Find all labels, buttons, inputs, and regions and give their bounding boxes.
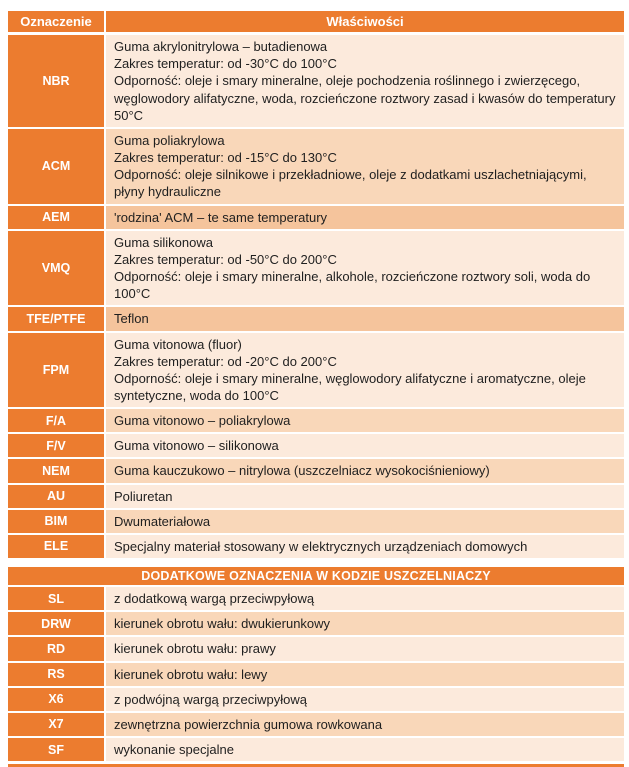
table-row: NEM Guma kauczukowo – nitrylowa (uszczel…	[8, 459, 624, 483]
properties-cell: Guma vitonowo – silikonowa	[106, 434, 624, 458]
code-cell: X6	[8, 687, 104, 711]
additional-codes-section-title: DODATKOWE OZNACZENIA W KODZIE USZCZELNIA…	[8, 567, 624, 586]
table-row: TFE/PTFE Teflon	[8, 307, 624, 331]
properties-cell: Guma vitonowo – poliakrylowa	[106, 409, 624, 433]
code-cell: AU	[8, 484, 104, 508]
seal-materials-page: Oznaczenie Właściwości NBR Guma akryloni…	[8, 11, 624, 767]
column-header-wlasciwosci: Właściwości	[106, 11, 624, 33]
code-cell: F/V	[8, 434, 104, 458]
properties-cell: z podwójną wargą przeciwpyłową	[106, 687, 624, 711]
properties-cell: Guma poliakrylowa Zakres temperatur: od …	[106, 128, 624, 204]
properties-cell: Guma silikonowa Zakres temperatur: od -5…	[106, 230, 624, 306]
table-row: ACM Guma poliakrylowa Zakres temperatur:…	[8, 128, 624, 204]
code-cell: NEM	[8, 459, 104, 483]
code-cell: X7	[8, 712, 104, 736]
properties-cell: wykonanie specjalne	[106, 738, 624, 762]
code-cell: DRW	[8, 612, 104, 636]
properties-cell: zewnętrzna powierzchnia gumowa rowkowana	[106, 712, 624, 736]
properties-cell: kierunek obrotu wału: prawy	[106, 637, 624, 661]
code-cell: AEM	[8, 205, 104, 229]
table-header-row: Oznaczenie Właściwości	[8, 11, 624, 33]
properties-cell: 'rodzina' ACM – te same temperatury	[106, 205, 624, 229]
table-row: AEM 'rodzina' ACM – te same temperatury	[8, 205, 624, 229]
code-cell: SL	[8, 587, 104, 611]
properties-cell: Teflon	[106, 307, 624, 331]
table-row: RD kierunek obrotu wału: prawy	[8, 637, 624, 661]
code-cell: FPM	[8, 332, 104, 408]
table-row: SF wykonanie specjalne	[8, 738, 624, 762]
code-cell: F/A	[8, 409, 104, 433]
table-row: F/A Guma vitonowo – poliakrylowa	[8, 409, 624, 433]
properties-cell: Guma kauczukowo – nitrylowa (uszczelniac…	[106, 459, 624, 483]
code-cell: VMQ	[8, 230, 104, 306]
materials-table: Oznaczenie Właściwości NBR Guma akryloni…	[8, 11, 624, 559]
table-row: BIM Dwumateriałowa	[8, 509, 624, 533]
table-row: X6 z podwójną wargą przeciwpyłową	[8, 687, 624, 711]
properties-cell: z dodatkową wargą przeciwpyłową	[106, 587, 624, 611]
table-row: SL z dodatkową wargą przeciwpyłową	[8, 587, 624, 611]
properties-cell: Guma akrylonitrylowa – butadienowa Zakre…	[106, 35, 624, 127]
properties-cell: Poliuretan	[106, 484, 624, 508]
additional-codes-table: SL z dodatkową wargą przeciwpyłową DRW k…	[8, 587, 624, 762]
table-row: F/V Guma vitonowo – silikonowa	[8, 434, 624, 458]
properties-cell: kierunek obrotu wału: dwukierunkowy	[106, 612, 624, 636]
properties-cell: Dwumateriałowa	[106, 509, 624, 533]
table-row: ELE Specjalny materiał stosowany w elekt…	[8, 534, 624, 559]
code-cell: TFE/PTFE	[8, 307, 104, 331]
code-cell: BIM	[8, 509, 104, 533]
table-row: RS kierunek obrotu wału: lewy	[8, 662, 624, 686]
table-row: FPM Guma vitonowa (fluor) Zakres tempera…	[8, 332, 624, 408]
code-cell: ELE	[8, 534, 104, 559]
table-row: NBR Guma akrylonitrylowa – butadienowa Z…	[8, 35, 624, 127]
code-cell: SF	[8, 738, 104, 762]
code-cell: ACM	[8, 128, 104, 204]
table-row: AU Poliuretan	[8, 484, 624, 508]
table-row: VMQ Guma silikonowa Zakres temperatur: o…	[8, 230, 624, 306]
properties-cell: Guma vitonowa (fluor) Zakres temperatur:…	[106, 332, 624, 408]
properties-cell: kierunek obrotu wału: lewy	[106, 662, 624, 686]
code-cell: RS	[8, 662, 104, 686]
table-row: DRW kierunek obrotu wału: dwukierunkowy	[8, 612, 624, 636]
code-cell: NBR	[8, 35, 104, 127]
table-row: X7 zewnętrzna powierzchnia gumowa rowkow…	[8, 712, 624, 736]
properties-cell: Specjalny materiał stosowany w elektrycz…	[106, 534, 624, 559]
column-header-oznaczenie: Oznaczenie	[8, 11, 104, 33]
code-cell: RD	[8, 637, 104, 661]
